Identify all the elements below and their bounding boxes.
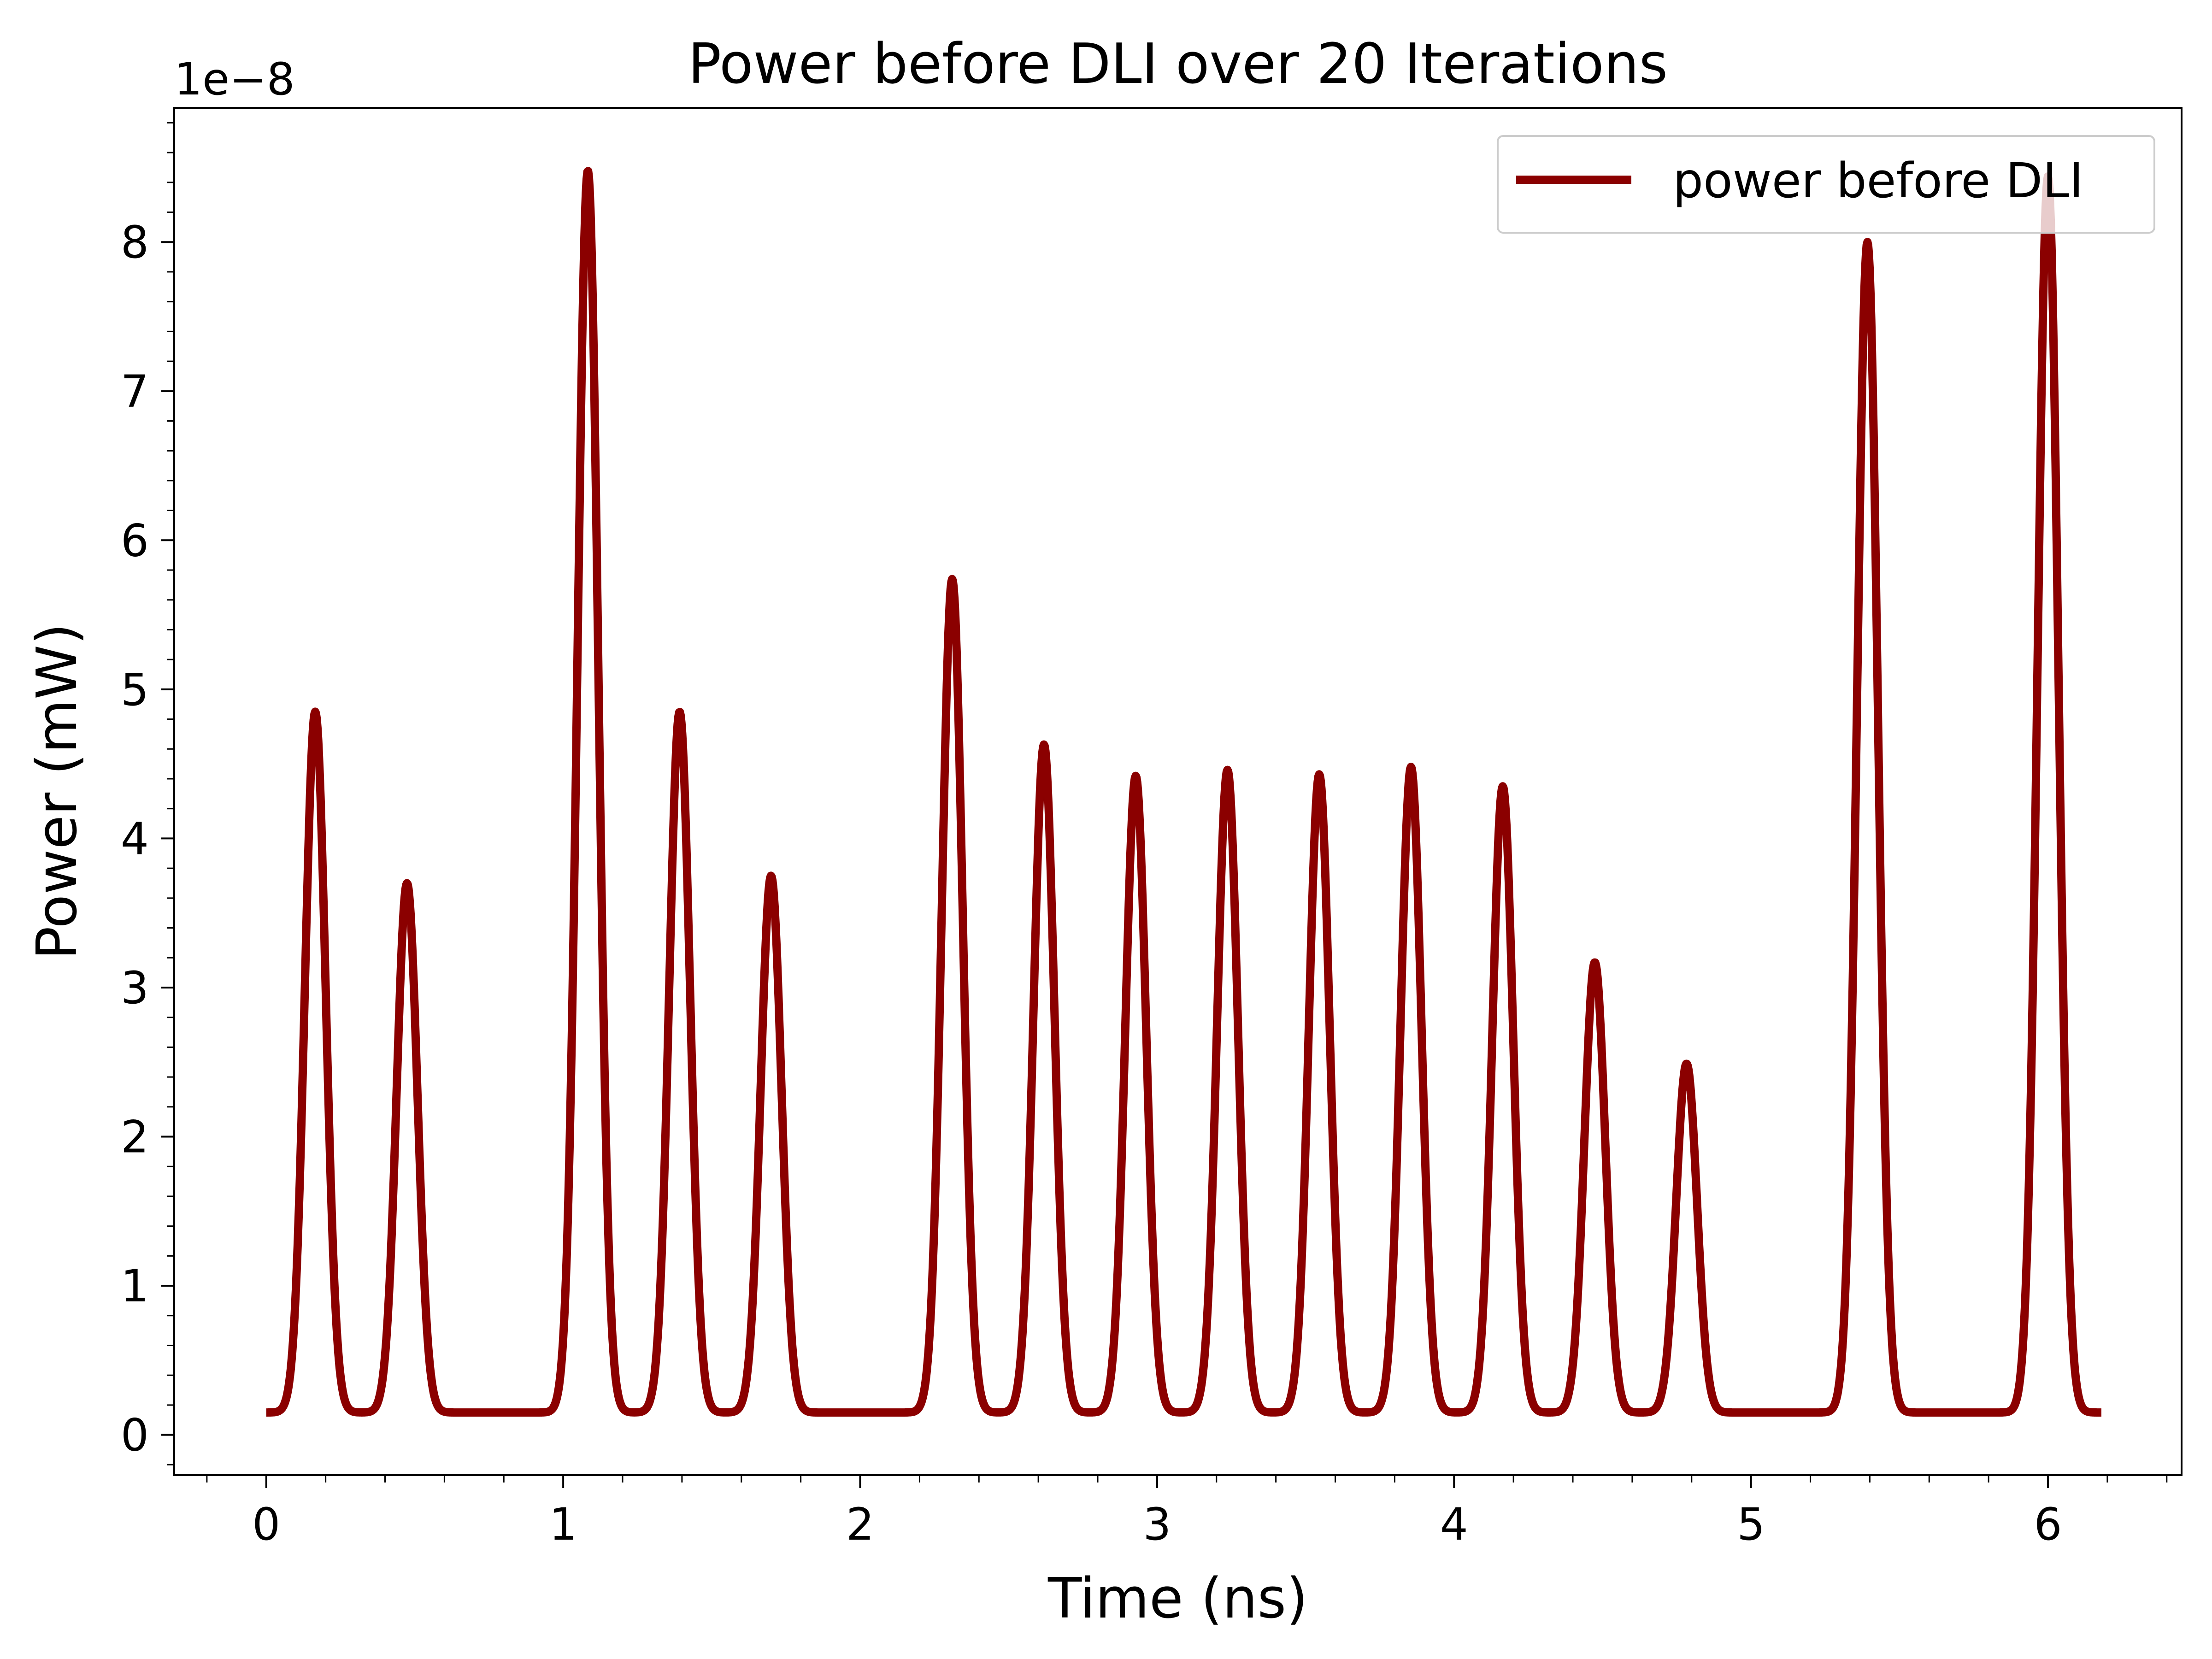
x-tick-label: 0 — [252, 1499, 280, 1550]
series-layer — [263, 167, 2105, 1417]
x-axis: 0 1 2 3 4 5 6 — [206, 1475, 2168, 1550]
chart-title: Power before DLI over 20 Iterations — [688, 32, 1668, 96]
y-tick-label: 2 — [121, 1112, 149, 1163]
legend-box — [1497, 135, 2155, 234]
axes-frame — [173, 107, 2183, 1476]
legend: power before DLI — [1497, 135, 2155, 234]
y-tick-label: 6 — [121, 515, 149, 566]
x-axis-label: Time (ns) — [1047, 1567, 1308, 1631]
y-axis-label: Power (mW) — [25, 623, 89, 959]
y-tick-label: 0 — [121, 1410, 149, 1461]
x-tick-label: 4 — [1440, 1499, 1468, 1550]
plot-area — [173, 107, 2183, 1476]
y-tick-label: 3 — [121, 962, 149, 1014]
y-axis: 0 1 2 3 4 5 6 7 8 — [121, 122, 174, 1465]
y-tick-label: 7 — [121, 366, 149, 418]
y-tick-label: 4 — [121, 813, 149, 865]
x-tick-label: 6 — [2034, 1499, 2062, 1550]
y-tick-label: 1 — [121, 1260, 149, 1312]
y-tick-label: 8 — [121, 217, 149, 268]
y-tick-label: 5 — [121, 664, 149, 716]
legend-entry-label: power before DLI — [1673, 153, 2083, 209]
x-tick-label: 2 — [846, 1499, 874, 1550]
x-tick-label: 5 — [1737, 1499, 1765, 1550]
x-tick-label: 3 — [1143, 1499, 1171, 1550]
x-tick-label: 1 — [549, 1499, 577, 1550]
series-line-power-before-dli — [263, 167, 2105, 1417]
y-offset-label: 1e−8 — [174, 53, 295, 105]
